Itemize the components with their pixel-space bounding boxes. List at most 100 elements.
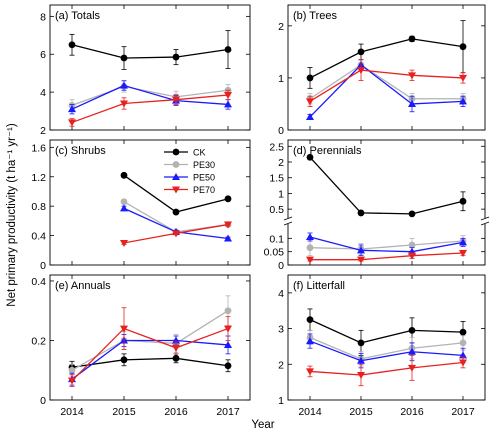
data-point (459, 359, 467, 367)
data-point (306, 256, 314, 264)
data-point (408, 347, 416, 355)
data-point (120, 100, 128, 108)
x-tick-label: 2016 (400, 406, 424, 418)
series-PE70 (120, 221, 232, 247)
y-tick-label: 8 (40, 11, 46, 23)
data-point (224, 307, 232, 315)
series-line (309, 361, 464, 376)
series-line (309, 236, 464, 253)
series-line (71, 84, 229, 110)
data-point (357, 209, 365, 217)
y-tick-label: 1.2 (31, 172, 46, 184)
y-axis-label: Net primary productivity (t ha⁻¹ yr⁻¹) (6, 123, 18, 307)
series-line (309, 64, 463, 100)
series-PE30 (306, 329, 467, 367)
legend-label: PE70 (193, 185, 215, 195)
series-line (71, 94, 229, 124)
panel-frame (287, 139, 486, 266)
data-point (357, 48, 365, 56)
data-point (224, 46, 232, 53)
data-point (408, 241, 416, 249)
x-tick-label: 2015 (112, 406, 136, 418)
series-line (71, 357, 229, 368)
series-line (71, 85, 229, 106)
series-PE70 (306, 249, 467, 264)
series-line (310, 252, 464, 261)
panel-4: 2014 2015 2016 2017 0 0.2 0.4 (e) Annuals (31, 274, 251, 418)
data-point (459, 197, 467, 205)
data-point (68, 366, 76, 374)
data-point (459, 351, 467, 359)
panel-frame (49, 4, 251, 131)
data-point (120, 356, 128, 364)
y-tick-label: 0.8 (31, 201, 46, 213)
y-tick-label: 0 (40, 395, 46, 407)
series-line (71, 44, 229, 59)
series-PE30 (306, 59, 467, 105)
panel-title: (d) Perennials (293, 145, 362, 157)
data-point (306, 153, 314, 161)
data-point (408, 72, 416, 80)
data-point (408, 252, 416, 260)
legend-marker (172, 148, 180, 156)
series-line (71, 339, 229, 380)
legend-marker (172, 161, 180, 168)
legend-label: CK (193, 148, 206, 158)
y-tick-label: 0.1 (269, 233, 284, 245)
data-point (306, 233, 314, 240)
x-tick-label: 2017 (451, 406, 475, 418)
data-point (408, 210, 416, 218)
data-point (120, 54, 128, 62)
y-tick-label: 4 (278, 288, 284, 300)
axis-break-mark (480, 221, 490, 226)
panel-0: 2 4 6 8 (a) Totals (40, 4, 251, 137)
y-tick-label: 2 (278, 21, 284, 33)
panel-frame (49, 274, 251, 401)
data-point (120, 171, 128, 179)
data-point (224, 325, 232, 333)
legend-marker (172, 186, 180, 194)
y-tick-label: 1 (278, 188, 284, 200)
data-point (357, 356, 365, 364)
data-point (306, 316, 314, 324)
data-point (224, 234, 232, 242)
data-point (408, 364, 416, 372)
x-tick-label: 2016 (164, 406, 188, 418)
series-PE50 (68, 80, 232, 115)
data-point (357, 256, 365, 264)
y-tick-label: 0 (278, 260, 284, 272)
series-PE70 (306, 354, 467, 387)
data-point (224, 91, 232, 99)
series-line (309, 340, 464, 362)
legend: CK PE30 PE50 PE70 (164, 148, 215, 195)
y-tick-label: 2 (278, 359, 284, 371)
y-tick-label: 0.2 (31, 335, 46, 347)
y-tick-label: 6 (40, 49, 46, 61)
series-line (309, 38, 464, 79)
data-point (172, 354, 180, 362)
data-point (172, 208, 180, 216)
legend-label: PE50 (193, 173, 215, 183)
panel-frame (49, 139, 251, 266)
series-line (309, 336, 464, 360)
data-point (459, 74, 467, 82)
series-line (309, 64, 464, 118)
axis-break-mark (283, 216, 293, 221)
panel-frame (287, 4, 486, 131)
series-line (309, 156, 464, 215)
data-point (172, 344, 180, 352)
data-point (172, 230, 180, 238)
series-PE50 (306, 232, 467, 257)
y-tick-label: 1.5 (269, 173, 284, 185)
data-point (68, 377, 76, 385)
data-point (306, 368, 314, 376)
series-PE70 (68, 89, 232, 127)
data-point (459, 339, 467, 347)
panel-3: 0.5 1 1.5 2 2.5 00.05 0.1 (d) Perennials (264, 139, 490, 272)
series-CK (68, 30, 232, 70)
y-tick-label: 0.4 (31, 231, 46, 243)
y-tick-label: 0.4 (31, 276, 46, 288)
series-line (309, 319, 464, 344)
data-point (459, 250, 467, 257)
